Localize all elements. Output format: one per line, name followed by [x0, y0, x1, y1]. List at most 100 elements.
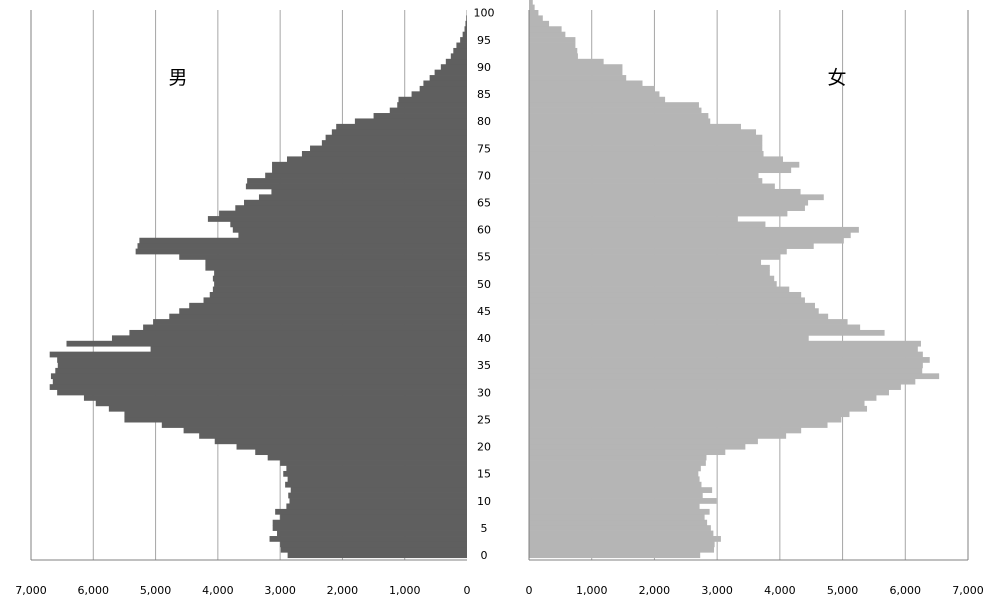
bar — [456, 42, 467, 49]
bar — [529, 80, 643, 87]
bar — [529, 465, 701, 472]
bar — [285, 481, 467, 488]
bar — [529, 319, 848, 325]
bar — [529, 498, 717, 504]
age-tick-label: 5 — [481, 522, 488, 535]
x-tick-label: 0 — [526, 584, 533, 597]
bar — [287, 476, 467, 483]
bar — [529, 194, 824, 201]
bar — [529, 530, 714, 537]
bar — [269, 536, 467, 542]
bar — [50, 373, 468, 380]
bar — [272, 519, 467, 526]
bar — [55, 367, 467, 374]
bar — [529, 31, 566, 38]
bar — [331, 129, 467, 136]
bar — [529, 324, 861, 331]
x-tick-label: 1,000 — [576, 584, 608, 597]
x-tick-label: 5,000 — [140, 584, 172, 597]
bar — [267, 454, 467, 461]
bar — [429, 75, 467, 81]
age-tick-label: 85 — [477, 88, 491, 101]
bar — [529, 405, 868, 412]
bar — [529, 492, 703, 499]
bar — [153, 319, 467, 325]
x-tick-label: 7,000 — [952, 584, 984, 597]
bar — [129, 329, 467, 336]
bar — [529, 210, 788, 217]
bar — [49, 384, 467, 390]
bar — [135, 248, 467, 255]
bar — [235, 205, 467, 211]
bar — [529, 297, 805, 304]
bar — [529, 460, 706, 466]
bar — [529, 221, 766, 228]
bar — [529, 178, 763, 184]
bar — [529, 188, 801, 195]
bar — [529, 37, 576, 43]
bar — [143, 324, 468, 331]
bar — [205, 264, 467, 271]
bar — [529, 205, 805, 211]
bar — [283, 470, 467, 477]
bar — [301, 151, 467, 157]
bar — [529, 226, 859, 233]
bar — [255, 449, 467, 456]
x-tick-label: 3,000 — [701, 584, 733, 597]
bar — [219, 210, 467, 217]
bar — [290, 487, 467, 493]
bar — [111, 335, 467, 342]
bar — [529, 487, 713, 493]
bar — [529, 161, 800, 168]
bar — [419, 85, 467, 92]
age-tick-label: 50 — [477, 278, 491, 291]
bar — [529, 118, 711, 125]
age-axis-labels: 0 5 10 15 20 25 30 35 40 45 50 55 60 65 70 75 80 85 90 95 10… — [474, 7, 495, 562]
bar — [49, 351, 467, 358]
male-bars — [49, 10, 468, 559]
bar — [529, 302, 815, 309]
bar — [440, 64, 467, 70]
bar — [529, 53, 578, 60]
bar — [529, 123, 741, 130]
bar — [434, 69, 467, 76]
bar — [529, 422, 828, 428]
bar — [238, 232, 467, 239]
bar — [529, 172, 759, 179]
bar — [529, 42, 576, 49]
bar — [389, 107, 467, 114]
bar — [529, 140, 763, 146]
bar — [529, 232, 851, 239]
bar — [57, 389, 467, 396]
bar — [529, 129, 757, 136]
bar — [529, 286, 790, 293]
bar — [529, 243, 814, 249]
age-tick-label: 60 — [477, 224, 491, 237]
bar — [529, 102, 699, 108]
bar — [462, 31, 467, 38]
x-tick-label: 6,000 — [78, 584, 110, 597]
bar — [280, 541, 467, 548]
bar — [214, 438, 467, 445]
bar — [529, 113, 709, 119]
age-tick-label: 40 — [477, 332, 491, 345]
bar — [325, 134, 467, 141]
bar — [529, 275, 775, 282]
bar — [529, 346, 918, 352]
bar — [529, 151, 764, 157]
bar — [139, 237, 467, 244]
bar — [398, 96, 467, 103]
bar — [179, 254, 468, 260]
bar — [529, 313, 829, 320]
bar — [529, 514, 705, 521]
x-tick-label: 3,000 — [264, 584, 296, 597]
bar — [529, 449, 726, 456]
bar — [66, 340, 467, 347]
bar — [529, 384, 901, 390]
bar — [236, 443, 467, 450]
bar — [354, 118, 467, 125]
bar — [288, 492, 467, 499]
bar — [465, 20, 467, 27]
bar — [280, 514, 467, 521]
bar — [169, 313, 467, 320]
